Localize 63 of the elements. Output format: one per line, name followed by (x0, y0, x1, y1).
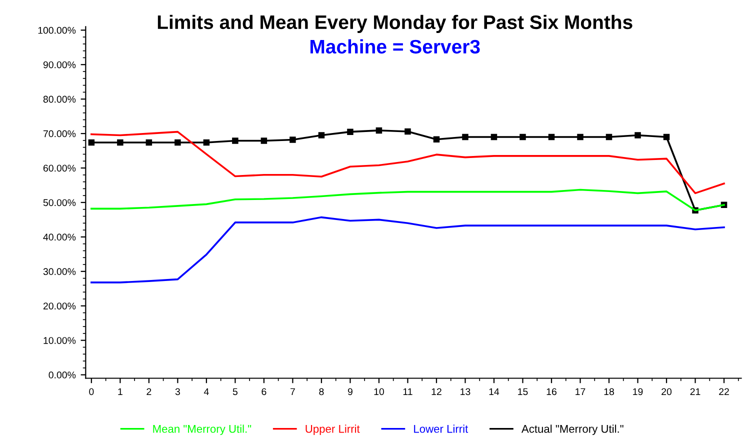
x-tick-label: 9 (348, 388, 352, 396)
x-tick-label: 15 (518, 388, 528, 396)
x-tick-label: 0 (89, 388, 94, 396)
y-tick-label: 90.00% (43, 61, 76, 68)
point (174, 139, 181, 146)
y-tick-label: 80.00% (43, 96, 76, 103)
point (548, 134, 555, 140)
point (146, 139, 152, 146)
point (490, 134, 498, 140)
point (433, 136, 440, 143)
line-series (90, 130, 725, 194)
legend-label: Lower Lirrit (414, 424, 468, 433)
x-tick-label: 1 (118, 388, 122, 396)
point (203, 139, 210, 146)
point (260, 138, 268, 144)
y-tick-label: 60.00% (43, 164, 76, 172)
x-tick-label: 4 (204, 388, 209, 396)
point (232, 138, 238, 144)
x-tick-label: 11 (403, 388, 412, 396)
point (88, 139, 95, 146)
point (290, 136, 296, 143)
chart-title: Limits and Mean Every Monday for Past Six Months (158, 14, 632, 33)
y-tick-label: 30.00% (43, 268, 76, 276)
y-tick-label: 100.00% (38, 26, 76, 34)
y-tick-label: 10.00% (44, 337, 76, 344)
x-tick-label: 6 (262, 388, 266, 396)
x-tick-label: 22 (719, 388, 729, 396)
y-tick-label: 20.00% (43, 302, 76, 310)
x-tick-label: 14 (489, 388, 500, 396)
x-tick-label: 3 (175, 388, 180, 396)
point (404, 128, 411, 135)
x-tick-label: 16 (546, 388, 556, 396)
point (520, 134, 526, 140)
y-tick-label: 40.00% (43, 234, 76, 241)
point (376, 127, 382, 134)
x-tick-label: 21 (690, 388, 700, 396)
point (606, 134, 612, 140)
x-tick-label: 19 (633, 388, 643, 396)
point (634, 132, 641, 138)
x-tick-label: 8 (319, 388, 324, 396)
legend-label: Upper Lirrit (306, 424, 360, 435)
point (577, 134, 584, 140)
line-series (90, 216, 725, 284)
x-tick-label: 5 (232, 388, 238, 396)
x-tick-label: 12 (432, 388, 442, 396)
y-tick-label: 70.00% (43, 130, 76, 138)
point (347, 128, 354, 135)
x-tick-label: 18 (604, 388, 614, 396)
text: Machine = Server3 (310, 39, 480, 54)
x-tick-label: 17 (576, 388, 586, 396)
point (318, 132, 325, 138)
y-tick-label: 50.00% (43, 199, 76, 206)
x-tick-label: 7 (290, 388, 295, 396)
y-tick-label: 0.00% (48, 372, 76, 378)
x-tick-label: 10 (374, 388, 384, 396)
x-tick-label: 2 (146, 388, 152, 396)
legend-label: Mean "Merrory Util." (153, 424, 252, 435)
x-tick-label: 20 (662, 388, 672, 396)
legend-label: Actual "Merrory Util." (521, 424, 624, 435)
point (462, 134, 468, 140)
x-tick-label: 13 (460, 388, 470, 396)
point (117, 139, 124, 146)
point (663, 134, 670, 140)
